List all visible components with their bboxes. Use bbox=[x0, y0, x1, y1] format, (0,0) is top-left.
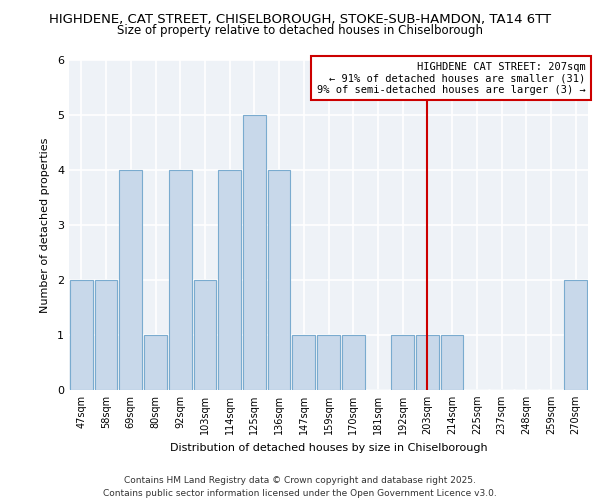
Bar bbox=[243, 115, 266, 390]
Bar bbox=[292, 335, 315, 390]
Bar bbox=[268, 170, 290, 390]
Bar bbox=[70, 280, 93, 390]
Bar bbox=[441, 335, 463, 390]
Bar bbox=[342, 335, 365, 390]
X-axis label: Distribution of detached houses by size in Chiselborough: Distribution of detached houses by size … bbox=[170, 442, 487, 452]
Bar bbox=[144, 335, 167, 390]
Y-axis label: Number of detached properties: Number of detached properties bbox=[40, 138, 50, 312]
Bar bbox=[317, 335, 340, 390]
Bar bbox=[169, 170, 191, 390]
Bar bbox=[391, 335, 414, 390]
Text: HIGHDENE CAT STREET: 207sqm
← 91% of detached houses are smaller (31)
9% of semi: HIGHDENE CAT STREET: 207sqm ← 91% of det… bbox=[317, 62, 586, 95]
Bar bbox=[564, 280, 587, 390]
Text: Size of property relative to detached houses in Chiselborough: Size of property relative to detached ho… bbox=[117, 24, 483, 37]
Bar bbox=[95, 280, 118, 390]
Text: HIGHDENE, CAT STREET, CHISELBOROUGH, STOKE-SUB-HAMDON, TA14 6TT: HIGHDENE, CAT STREET, CHISELBOROUGH, STO… bbox=[49, 12, 551, 26]
Bar bbox=[119, 170, 142, 390]
Bar bbox=[416, 335, 439, 390]
Bar bbox=[218, 170, 241, 390]
Text: Contains HM Land Registry data © Crown copyright and database right 2025.
Contai: Contains HM Land Registry data © Crown c… bbox=[103, 476, 497, 498]
Bar bbox=[194, 280, 216, 390]
